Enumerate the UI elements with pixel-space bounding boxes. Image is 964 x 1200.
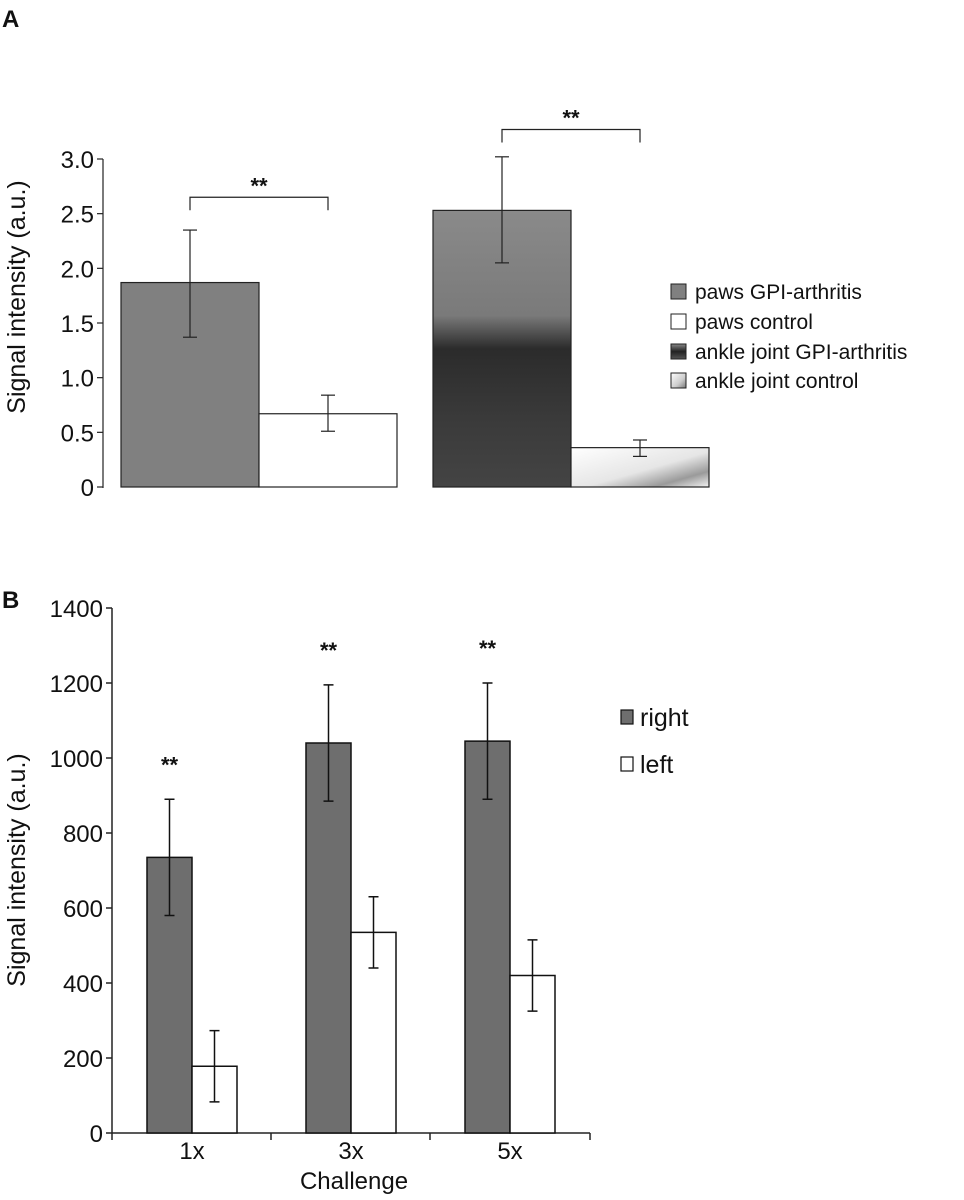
legend-swatch-b bbox=[620, 709, 634, 725]
y-axis-label-a: Signal intensity (a.u.) bbox=[3, 180, 31, 413]
y-tick-label-b: 200 bbox=[63, 1046, 103, 1073]
legend-label-a: ankle joint control bbox=[695, 370, 858, 393]
y-tick-label-b: 1000 bbox=[50, 746, 103, 773]
significance-bracket-a bbox=[501, 128, 641, 143]
y-axis-label-b: Signal intensity (a.u.) bbox=[3, 753, 31, 986]
x-axis-label-b: Challenge bbox=[300, 1168, 408, 1195]
chart-b: 0 200 400 600 800 1000 1200 1400 Signal intensit… bbox=[3, 596, 689, 1195]
y-tick-label-a: 0.5 bbox=[61, 420, 94, 447]
y-tick-label-a: 1.5 bbox=[61, 311, 94, 338]
chart-a: 0 0.5 1.0 1.5 2.0 2.5 3.0 Signal intensity (a.u… bbox=[3, 105, 907, 502]
significance-label-b: ** bbox=[479, 636, 497, 661]
significance-bracket-a bbox=[189, 196, 329, 211]
significance-label-b: ** bbox=[320, 638, 338, 663]
legend-label-a: ankle joint GPI-arthritis bbox=[695, 341, 907, 364]
legend-swatch-a bbox=[670, 372, 687, 389]
legend-swatch-a bbox=[670, 313, 687, 330]
panel-a-label: A bbox=[2, 6, 19, 33]
y-tick-label-a: 0 bbox=[81, 475, 94, 502]
bar-b bbox=[305, 742, 352, 1134]
legend-swatch-b bbox=[620, 756, 634, 772]
x-tick-label-b: 1x bbox=[179, 1138, 204, 1165]
y-tick-label-a: 2.5 bbox=[61, 202, 94, 229]
x-tick-label-b: 5x bbox=[497, 1138, 522, 1165]
legend-label-a: paws control bbox=[695, 311, 813, 334]
legend-label-a: paws GPI-arthritis bbox=[695, 281, 862, 304]
y-tick-label-a: 1.0 bbox=[61, 366, 94, 393]
legend-label-b: left bbox=[640, 751, 673, 779]
bar-b bbox=[464, 740, 511, 1134]
y-tick-label-b: 1200 bbox=[50, 671, 103, 698]
y-tick-label-b: 1400 bbox=[50, 596, 103, 623]
y-tick-label-b: 0 bbox=[90, 1121, 103, 1148]
y-tick-label-b: 600 bbox=[63, 896, 103, 923]
y-tick-label-a: 3.0 bbox=[61, 147, 94, 174]
legend-label-b: right bbox=[640, 704, 689, 732]
x-tick-label-b: 3x bbox=[338, 1138, 363, 1165]
legend-swatch-a bbox=[670, 283, 687, 300]
panel-b-label: B bbox=[2, 587, 19, 614]
y-tick-label-b: 800 bbox=[63, 821, 103, 848]
y-tick-label-a: 2.0 bbox=[61, 256, 94, 283]
y-tick-label-b: 400 bbox=[63, 971, 103, 998]
significance-label-b: ** bbox=[161, 752, 179, 777]
significance-label-a: ** bbox=[250, 173, 268, 198]
legend-swatch-a bbox=[670, 343, 687, 360]
significance-label-a: ** bbox=[562, 105, 580, 130]
